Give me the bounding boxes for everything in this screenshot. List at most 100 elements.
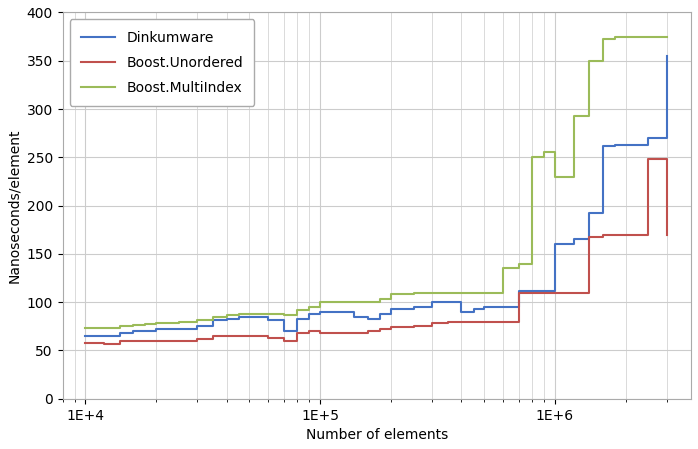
Boost.MultiIndex xyxy=(129,323,138,328)
Boost.Unordered xyxy=(316,330,325,336)
Boost.Unordered xyxy=(193,336,202,342)
Boost.MultiIndex xyxy=(334,299,343,305)
Dinkumware xyxy=(350,314,359,319)
Boost.MultiIndex xyxy=(364,299,372,305)
Dinkumware xyxy=(264,317,272,322)
Boost.MultiIndex xyxy=(264,311,272,317)
Y-axis label: Nanoseconds/element: Nanoseconds/element xyxy=(7,128,21,283)
Dinkumware xyxy=(364,316,372,321)
Line: Boost.MultiIndex: Boost.MultiIndex xyxy=(85,36,667,328)
Dinkumware xyxy=(223,316,231,321)
Boost.MultiIndex xyxy=(469,290,477,295)
Boost.MultiIndex xyxy=(81,326,89,331)
Boost.MultiIndex xyxy=(599,37,607,42)
Boost.Unordered xyxy=(245,333,253,339)
Boost.MultiIndex xyxy=(540,150,549,155)
Dinkumware xyxy=(334,309,343,315)
Boost.Unordered xyxy=(141,338,149,343)
Dinkumware xyxy=(498,304,507,310)
Dinkumware xyxy=(293,316,302,321)
Boost.MultiIndex xyxy=(350,299,359,305)
Boost.MultiIndex xyxy=(585,58,593,63)
Boost.Unordered xyxy=(514,290,523,295)
Boost.MultiIndex xyxy=(305,304,313,310)
Dinkumware xyxy=(141,329,149,334)
Dinkumware xyxy=(644,135,653,141)
Boost.MultiIndex xyxy=(376,297,385,302)
Boost.MultiIndex xyxy=(480,290,489,295)
Dinkumware xyxy=(428,299,436,305)
Dinkumware xyxy=(129,329,138,334)
Dinkumware xyxy=(469,306,477,312)
Boost.MultiIndex xyxy=(280,312,288,317)
Dinkumware xyxy=(81,333,89,339)
Boost.Unordered xyxy=(376,326,385,332)
Dinkumware xyxy=(235,314,243,319)
Dinkumware xyxy=(115,330,124,336)
Boost.Unordered xyxy=(152,338,161,343)
Boost.Unordered xyxy=(551,290,559,295)
Boost.Unordered xyxy=(410,324,418,329)
Boost.MultiIndex xyxy=(193,317,202,322)
Dinkumware xyxy=(280,329,288,334)
Dinkumware xyxy=(457,309,466,315)
Line: Dinkumware: Dinkumware xyxy=(85,56,667,336)
X-axis label: Number of elements: Number of elements xyxy=(306,428,448,442)
Boost.Unordered xyxy=(81,340,89,345)
Dinkumware xyxy=(551,242,559,247)
Boost.Unordered xyxy=(350,330,359,336)
Boost.MultiIndex xyxy=(570,113,578,119)
Dinkumware xyxy=(611,142,619,147)
Boost.MultiIndex xyxy=(410,290,418,295)
Boost.Unordered xyxy=(528,290,536,295)
Boost.Unordered xyxy=(305,329,313,334)
Boost.Unordered xyxy=(334,330,343,336)
Dinkumware xyxy=(585,211,593,216)
Boost.Unordered xyxy=(100,341,108,347)
Boost.MultiIndex xyxy=(223,312,231,317)
Dinkumware xyxy=(193,324,202,329)
Boost.Unordered xyxy=(280,338,288,343)
Boost.MultiIndex xyxy=(551,174,559,179)
Boost.Unordered xyxy=(570,290,578,295)
Boost.MultiIndex xyxy=(209,314,217,319)
Boost.MultiIndex xyxy=(457,290,466,295)
Boost.MultiIndex xyxy=(444,290,452,295)
Boost.Unordered xyxy=(174,338,183,343)
Boost.Unordered xyxy=(235,333,243,339)
Boost.Unordered xyxy=(264,335,272,341)
Boost.Unordered xyxy=(663,232,671,237)
Boost.Unordered xyxy=(480,319,489,324)
Dinkumware xyxy=(305,311,313,317)
Boost.Unordered xyxy=(364,329,372,334)
Boost.Unordered xyxy=(585,234,593,239)
Boost.MultiIndex xyxy=(663,34,671,39)
Boost.MultiIndex xyxy=(115,324,124,329)
Boost.MultiIndex xyxy=(498,266,507,271)
Boost.MultiIndex xyxy=(528,154,536,160)
Dinkumware xyxy=(410,304,418,310)
Boost.MultiIndex xyxy=(174,319,183,324)
Line: Boost.Unordered: Boost.Unordered xyxy=(85,159,667,344)
Legend: Dinkumware, Boost.Unordered, Boost.MultiIndex: Dinkumware, Boost.Unordered, Boost.Multi… xyxy=(70,19,254,106)
Boost.Unordered xyxy=(611,232,619,237)
Boost.MultiIndex xyxy=(428,290,436,295)
Boost.MultiIndex xyxy=(293,307,302,313)
Boost.MultiIndex xyxy=(100,326,108,331)
Dinkumware xyxy=(599,143,607,149)
Boost.MultiIndex xyxy=(387,292,395,297)
Dinkumware xyxy=(100,333,108,339)
Dinkumware xyxy=(316,309,325,315)
Boost.MultiIndex xyxy=(644,34,653,39)
Dinkumware xyxy=(621,142,630,147)
Dinkumware xyxy=(480,304,489,310)
Boost.Unordered xyxy=(599,232,607,237)
Dinkumware xyxy=(376,311,385,317)
Dinkumware xyxy=(245,314,253,319)
Boost.Unordered xyxy=(457,319,466,324)
Dinkumware xyxy=(663,53,671,59)
Dinkumware xyxy=(570,237,578,242)
Boost.Unordered xyxy=(444,319,452,324)
Boost.MultiIndex xyxy=(141,322,149,327)
Dinkumware xyxy=(540,288,549,293)
